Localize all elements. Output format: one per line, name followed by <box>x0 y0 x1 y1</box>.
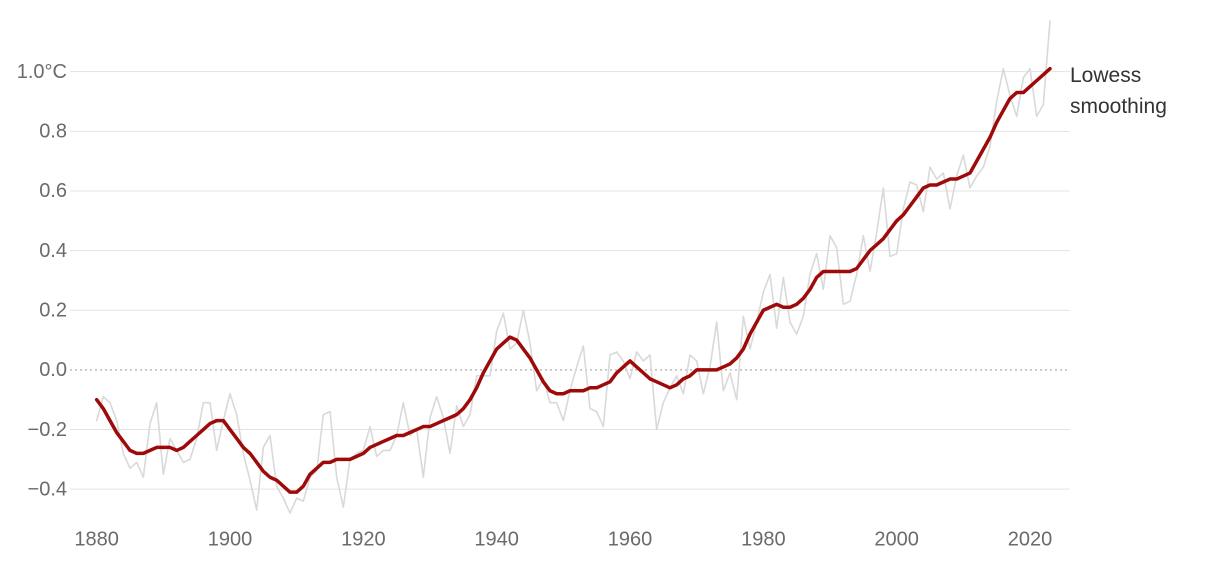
y-tick-label: −0.4 <box>28 478 67 500</box>
x-tick-label: 2020 <box>1008 528 1053 550</box>
y-tick-label: 0.2 <box>39 300 67 322</box>
y-tick-label: 0.4 <box>39 240 67 262</box>
x-tick-label: 1960 <box>608 528 653 550</box>
x-tick-label: 1940 <box>474 528 519 550</box>
x-tick-label: 1880 <box>74 528 119 550</box>
y-tick-label: 1.0°C <box>17 61 67 83</box>
annual-line <box>95 20 1051 514</box>
smoothed-line <box>94 66 1052 494</box>
y-tick-label: 0.6 <box>39 180 67 202</box>
x-tick-label: 1980 <box>741 528 786 550</box>
y-tick-label: 0.8 <box>39 121 67 143</box>
series-label: Lowess smoothing <box>1070 63 1167 118</box>
x-tick-label: 1900 <box>208 528 253 550</box>
x-tick-label: 1920 <box>341 528 386 550</box>
y-tick-label: 0.0 <box>39 359 67 381</box>
y-tick-label: −0.2 <box>28 419 67 441</box>
x-tick-label: 2000 <box>874 528 919 550</box>
